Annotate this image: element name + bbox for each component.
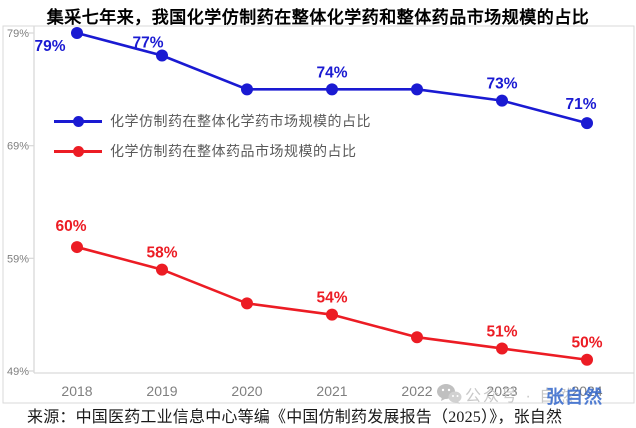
data-point — [156, 49, 168, 62]
legend-label: 化学仿制药在整体药品市场规模的占比 — [110, 143, 357, 159]
wechat-icon — [437, 384, 462, 404]
chart-area-border — [2, 25, 635, 404]
chart-title: 集采七年来，我国化学仿制药在整体化学药和整体药品市场规模的占比 — [46, 8, 590, 27]
watermark-text: 公众号 · 自然 — [465, 388, 576, 405]
x-tick-label: 2022 — [401, 383, 432, 399]
y-tick-label: 49% — [7, 366, 29, 378]
data-point — [241, 83, 253, 96]
y-tick-label: 79% — [7, 28, 29, 40]
data-point — [496, 94, 508, 107]
x-tick-label: 2019 — [146, 383, 177, 399]
data-point — [71, 241, 83, 254]
data-point — [71, 27, 83, 39]
data-point-label: 79% — [34, 38, 65, 55]
y-tick-label: 59% — [7, 253, 29, 265]
x-tick-label: 2018 — [61, 383, 92, 399]
data-point — [581, 353, 593, 366]
data-point-label: 58% — [146, 245, 177, 262]
x-tick-label: 2021 — [316, 383, 347, 399]
legend-item-1: 化学仿制药在整体药品市场规模的占比 — [54, 136, 371, 166]
data-point — [581, 117, 593, 130]
line-chart: 79% 69% 59% 49% 2018 2019 2020 2021 2022 2023 2024… — [2, 25, 635, 404]
data-point — [326, 83, 338, 96]
data-point-label: 51% — [486, 323, 517, 340]
data-point — [156, 263, 168, 276]
data-point-label: 74% — [316, 64, 347, 81]
y-tick-label: 69% — [7, 141, 29, 153]
data-point-label: 54% — [316, 290, 347, 307]
data-point-label: 71% — [565, 96, 596, 113]
data-point — [496, 342, 508, 355]
x-tick-label: 2024 — [571, 383, 602, 399]
x-tick-label: 2020 — [231, 383, 262, 399]
data-point-label: 60% — [55, 218, 86, 235]
legend-marker — [54, 145, 102, 157]
x-tick-label: 2023 — [486, 383, 517, 399]
data-point — [411, 331, 423, 344]
watermark-stamp: 张自然 — [546, 387, 603, 407]
legend-marker — [54, 115, 102, 127]
data-point-label: 77% — [132, 35, 163, 52]
data-point — [326, 308, 338, 321]
data-point — [411, 83, 423, 96]
legend-label: 化学仿制药在整体化学药市场规模的占比 — [110, 113, 371, 129]
chart-legend: 化学仿制药在整体化学药市场规模的占比 化学仿制药在整体药品市场规模的占比 — [54, 106, 371, 166]
watermark: 公众号 · 自然 张自然 — [436, 382, 602, 407]
legend-item-0: 化学仿制药在整体化学药市场规模的占比 — [54, 106, 371, 136]
data-point-label: 50% — [571, 335, 602, 352]
source-note: 来源：中国医药工业信息中心等编《中国仿制药发展报告（2025）》，张自然 — [27, 409, 563, 426]
data-point — [241, 297, 253, 310]
data-point-label: 73% — [486, 76, 517, 93]
